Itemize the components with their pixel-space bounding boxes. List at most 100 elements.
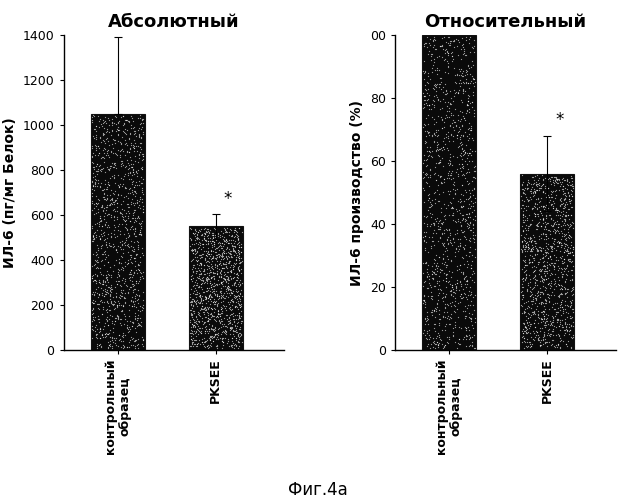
Point bbox=[93, 176, 103, 184]
Point bbox=[427, 196, 437, 203]
Point bbox=[457, 170, 467, 178]
Point bbox=[121, 210, 131, 218]
Point bbox=[549, 262, 559, 270]
Point bbox=[210, 298, 220, 306]
Point bbox=[189, 298, 199, 306]
Point bbox=[555, 334, 565, 342]
Point bbox=[441, 130, 451, 138]
Point bbox=[544, 219, 554, 227]
Point bbox=[448, 162, 458, 170]
Point bbox=[457, 114, 467, 122]
Point bbox=[117, 286, 128, 294]
Point bbox=[117, 156, 128, 164]
Point bbox=[122, 126, 132, 134]
Point bbox=[194, 308, 204, 316]
Point bbox=[460, 210, 471, 218]
Point bbox=[232, 330, 243, 338]
Point bbox=[124, 134, 134, 142]
Point bbox=[194, 243, 204, 251]
Point bbox=[429, 104, 439, 112]
Point bbox=[199, 229, 209, 237]
Point bbox=[418, 159, 428, 167]
Point bbox=[190, 278, 201, 285]
Point bbox=[461, 68, 471, 76]
Point bbox=[549, 244, 559, 252]
Point bbox=[137, 145, 147, 153]
Point bbox=[232, 231, 243, 239]
Point bbox=[450, 280, 460, 288]
Point bbox=[107, 147, 117, 155]
Point bbox=[528, 209, 538, 217]
Point bbox=[117, 240, 127, 248]
Point bbox=[135, 220, 145, 228]
Point bbox=[559, 267, 569, 275]
Point bbox=[434, 276, 444, 284]
Point bbox=[542, 261, 552, 269]
Point bbox=[100, 228, 110, 236]
Point bbox=[93, 258, 104, 266]
Point bbox=[92, 334, 102, 342]
Point bbox=[216, 272, 226, 280]
Point bbox=[87, 262, 97, 270]
Point bbox=[223, 268, 233, 276]
Point bbox=[433, 342, 443, 350]
Point bbox=[197, 296, 208, 304]
Point bbox=[102, 288, 112, 296]
Point bbox=[434, 340, 444, 347]
Point bbox=[218, 246, 228, 254]
Point bbox=[467, 333, 477, 341]
Point bbox=[418, 270, 428, 278]
Point bbox=[212, 262, 222, 270]
Point bbox=[534, 314, 544, 322]
Point bbox=[210, 272, 220, 280]
Point bbox=[470, 231, 480, 239]
Point bbox=[468, 136, 478, 144]
Point bbox=[444, 88, 455, 96]
Point bbox=[455, 277, 465, 285]
Point bbox=[439, 178, 450, 186]
Point bbox=[418, 296, 429, 304]
Point bbox=[227, 301, 237, 309]
Point bbox=[455, 82, 465, 90]
Point bbox=[448, 96, 458, 104]
Point bbox=[208, 238, 218, 246]
Point bbox=[89, 261, 99, 269]
Point bbox=[453, 80, 464, 88]
Point bbox=[187, 338, 197, 346]
Point bbox=[534, 182, 544, 190]
Point bbox=[98, 136, 108, 144]
Point bbox=[202, 274, 212, 281]
Point bbox=[465, 100, 475, 108]
Point bbox=[418, 123, 429, 131]
Point bbox=[530, 272, 540, 280]
Point bbox=[522, 216, 532, 224]
Point bbox=[448, 211, 458, 219]
Point bbox=[198, 267, 208, 275]
Point bbox=[235, 303, 245, 311]
Point bbox=[229, 342, 239, 349]
Point bbox=[208, 234, 218, 242]
Point bbox=[234, 278, 244, 286]
Point bbox=[107, 120, 117, 128]
Point bbox=[222, 338, 232, 346]
Point bbox=[197, 308, 208, 316]
Point bbox=[418, 282, 428, 290]
Point bbox=[224, 280, 234, 287]
Point bbox=[422, 316, 432, 324]
Point bbox=[213, 300, 223, 308]
Point bbox=[190, 326, 201, 334]
Point bbox=[212, 312, 222, 320]
Point bbox=[192, 254, 202, 262]
Point bbox=[526, 234, 536, 242]
Point bbox=[516, 245, 526, 253]
Point bbox=[98, 130, 109, 138]
Point bbox=[121, 226, 131, 234]
Point bbox=[521, 226, 531, 234]
Point bbox=[531, 178, 542, 186]
Point bbox=[530, 294, 540, 302]
Point bbox=[533, 212, 543, 220]
Point bbox=[234, 323, 244, 331]
Point bbox=[424, 278, 434, 286]
Point bbox=[128, 177, 138, 185]
Point bbox=[103, 270, 113, 278]
